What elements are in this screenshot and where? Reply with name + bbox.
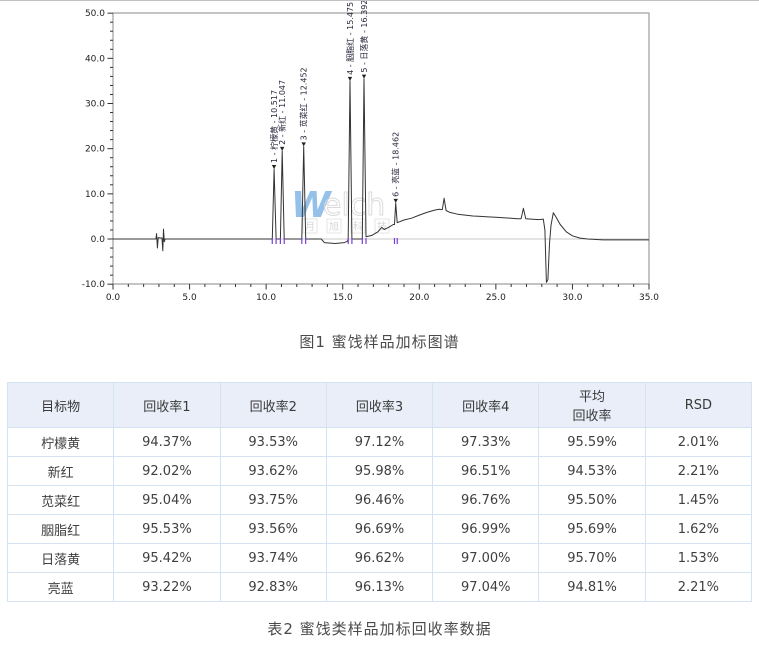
svg-text:技: 技 [377, 220, 387, 233]
table-cell: 95.42% [113, 543, 221, 573]
table-cell: 1.62% [644, 514, 753, 544]
table-cell: 97.04% [432, 572, 540, 602]
table-cell: 日落黄 [6, 543, 115, 573]
header-cell: 回收率4 [432, 382, 540, 428]
table-cell: 93.53% [219, 427, 327, 457]
svg-text:0.0: 0.0 [106, 293, 121, 303]
header-cell: RSD [644, 382, 753, 428]
svg-text:50.0: 50.0 [85, 9, 105, 19]
table-row: 柠檬黄 94.37% 93.53% 97.12% 97.33% 95.59% 2.01% [6, 427, 753, 457]
svg-text:-10.0: -10.0 [82, 280, 106, 290]
table-cell: 97.12% [325, 427, 434, 457]
table-cell: 96.99% [432, 514, 540, 544]
table-cell: 95.04% [113, 485, 221, 515]
table-cell: 93.56% [219, 514, 327, 544]
table-cell: 96.62% [325, 543, 434, 573]
table-cell: 95.70% [538, 543, 646, 573]
svg-text:5.0: 5.0 [182, 293, 197, 303]
table-cell: 95.59% [538, 427, 646, 457]
header-cell: 目标物 [6, 382, 115, 428]
svg-text:25.0: 25.0 [486, 293, 506, 303]
table-cell: 96.76% [432, 485, 540, 515]
table-cell: 93.75% [219, 485, 327, 515]
peak-label: 3 - 苋菜红 - 12.452 [299, 67, 309, 140]
table-cell: 92.83% [219, 572, 327, 602]
table-cell: 97.33% [432, 427, 540, 457]
header-cell: 回收率2 [219, 382, 327, 428]
table-cell: 92.02% [113, 456, 221, 486]
figure-caption: 图1 蜜饯样品加标图谱 [299, 333, 460, 351]
svg-text:旭: 旭 [329, 221, 339, 233]
header-cell: 回收率3 [325, 382, 434, 428]
svg-text:20.0: 20.0 [85, 145, 105, 155]
recovery-table: 目标物 回收率1 回收率2 回收率3 回收率4 平均 回收率 RSD 柠檬黄 94.37% 93… [6, 382, 753, 602]
table-cell: 96.46% [325, 485, 434, 515]
table-row: 亮蓝 93.22% 92.83% 96.13% 97.04% 94.81% 2.21% [6, 572, 753, 602]
header-cell: 平均 回收率 [538, 382, 646, 428]
table-row: 胭脂红 95.53% 93.56% 96.69% 96.99% 95.69% 1.62% [6, 514, 753, 544]
peak-labels: 1 - 柠檬黄 - 10.517 2 - 新红 - 11.047 3 - 苋菜红 -… [269, 1, 401, 203]
svg-text:elch: elch [323, 188, 385, 223]
svg-text:0.0: 0.0 [91, 235, 106, 245]
table-cell: 93.74% [219, 543, 327, 573]
table-cell: 94.81% [538, 572, 646, 602]
table-cell: 新红 [6, 456, 115, 486]
trace-line [113, 78, 649, 283]
svg-text:10.0: 10.0 [85, 190, 105, 200]
table-cell: 2.01% [644, 427, 753, 457]
x-axis: 0.0 5.0 10.0 15.0 20.0 25.0 30.0 35.0 [106, 284, 659, 303]
table-row: 新红 92.02% 93.62% 95.98% 96.51% 94.53% 2.21% [6, 456, 753, 486]
chromatogram-figure: 50.0 40.0 30.0 20.0 10.0 0.0 -10.0 0.0 5.0 10.0 15… [0, 1, 759, 313]
table-cell: 2.21% [644, 456, 753, 486]
svg-text:10.0: 10.0 [256, 293, 276, 303]
table-cell: 95.98% [325, 456, 434, 486]
table-cell: 97.00% [432, 543, 540, 573]
peak-label: 1 - 柠檬黄 - 10.517 [269, 90, 279, 163]
integration-markers [271, 238, 398, 244]
svg-text:30.0: 30.0 [85, 100, 105, 110]
svg-text:月: 月 [305, 221, 315, 233]
table-cell: 亮蓝 [6, 572, 115, 602]
table-body: 柠檬黄 94.37% 93.53% 97.12% 97.33% 95.59% 2.01% 新红… [6, 427, 753, 602]
peak-label: 6 - 亮蓝 - 18.462 [391, 132, 401, 197]
peak-label: 4 - 胭脂红 - 15.475 [345, 2, 355, 75]
svg-text:20.0: 20.0 [409, 293, 429, 303]
table-cell: 1.53% [644, 543, 753, 573]
peak-label: 5 - 日落黄 - 16.392 [359, 1, 369, 73]
table-caption: 表2 蜜饯类样品加标回收率数据 [267, 620, 492, 638]
svg-text:40.0: 40.0 [85, 54, 105, 64]
table-cell: 2.21% [644, 572, 753, 602]
table-cell: 93.22% [113, 572, 221, 602]
table-cell: 胭脂红 [6, 514, 115, 544]
table-cell: 96.13% [325, 572, 434, 602]
table-cell: 95.53% [113, 514, 221, 544]
y-axis: 50.0 40.0 30.0 20.0 10.0 0.0 -10.0 [82, 9, 113, 290]
svg-text:30.0: 30.0 [562, 293, 582, 303]
table-cell: 95.69% [538, 514, 646, 544]
table-row: 苋菜红 95.04% 93.75% 96.46% 96.76% 95.50% 1.45% [6, 485, 753, 515]
table-header-row: 目标物 回收率1 回收率2 回收率3 回收率4 平均 回收率 RSD [6, 382, 753, 428]
welch-watermark: Welch月旭科技 [291, 185, 390, 234]
table-cell: 95.50% [538, 485, 646, 515]
svg-text:35.0: 35.0 [639, 293, 659, 303]
table-cell: 苋菜红 [6, 485, 115, 515]
table-cell: 96.69% [325, 514, 434, 544]
table-cell: 93.62% [219, 456, 327, 486]
table-cell: 1.45% [644, 485, 753, 515]
svg-text:科: 科 [353, 220, 363, 233]
chromatogram-plot: 50.040.030.020.010.00.0-10.00.0 5.0 10.0 15… [82, 1, 660, 303]
svg-text:15.0: 15.0 [333, 293, 353, 303]
peak-label: 2 - 新红 - 11.047 [277, 80, 287, 145]
table-cell: 94.37% [113, 427, 221, 457]
table-cell: 94.53% [538, 456, 646, 486]
table-row: 日落黄 95.42% 93.74% 96.62% 97.00% 95.70% 1.53% [6, 543, 753, 573]
table-cell: 96.51% [432, 456, 540, 486]
header-cell: 回收率1 [113, 382, 221, 428]
table-cell: 柠檬黄 [6, 427, 115, 457]
